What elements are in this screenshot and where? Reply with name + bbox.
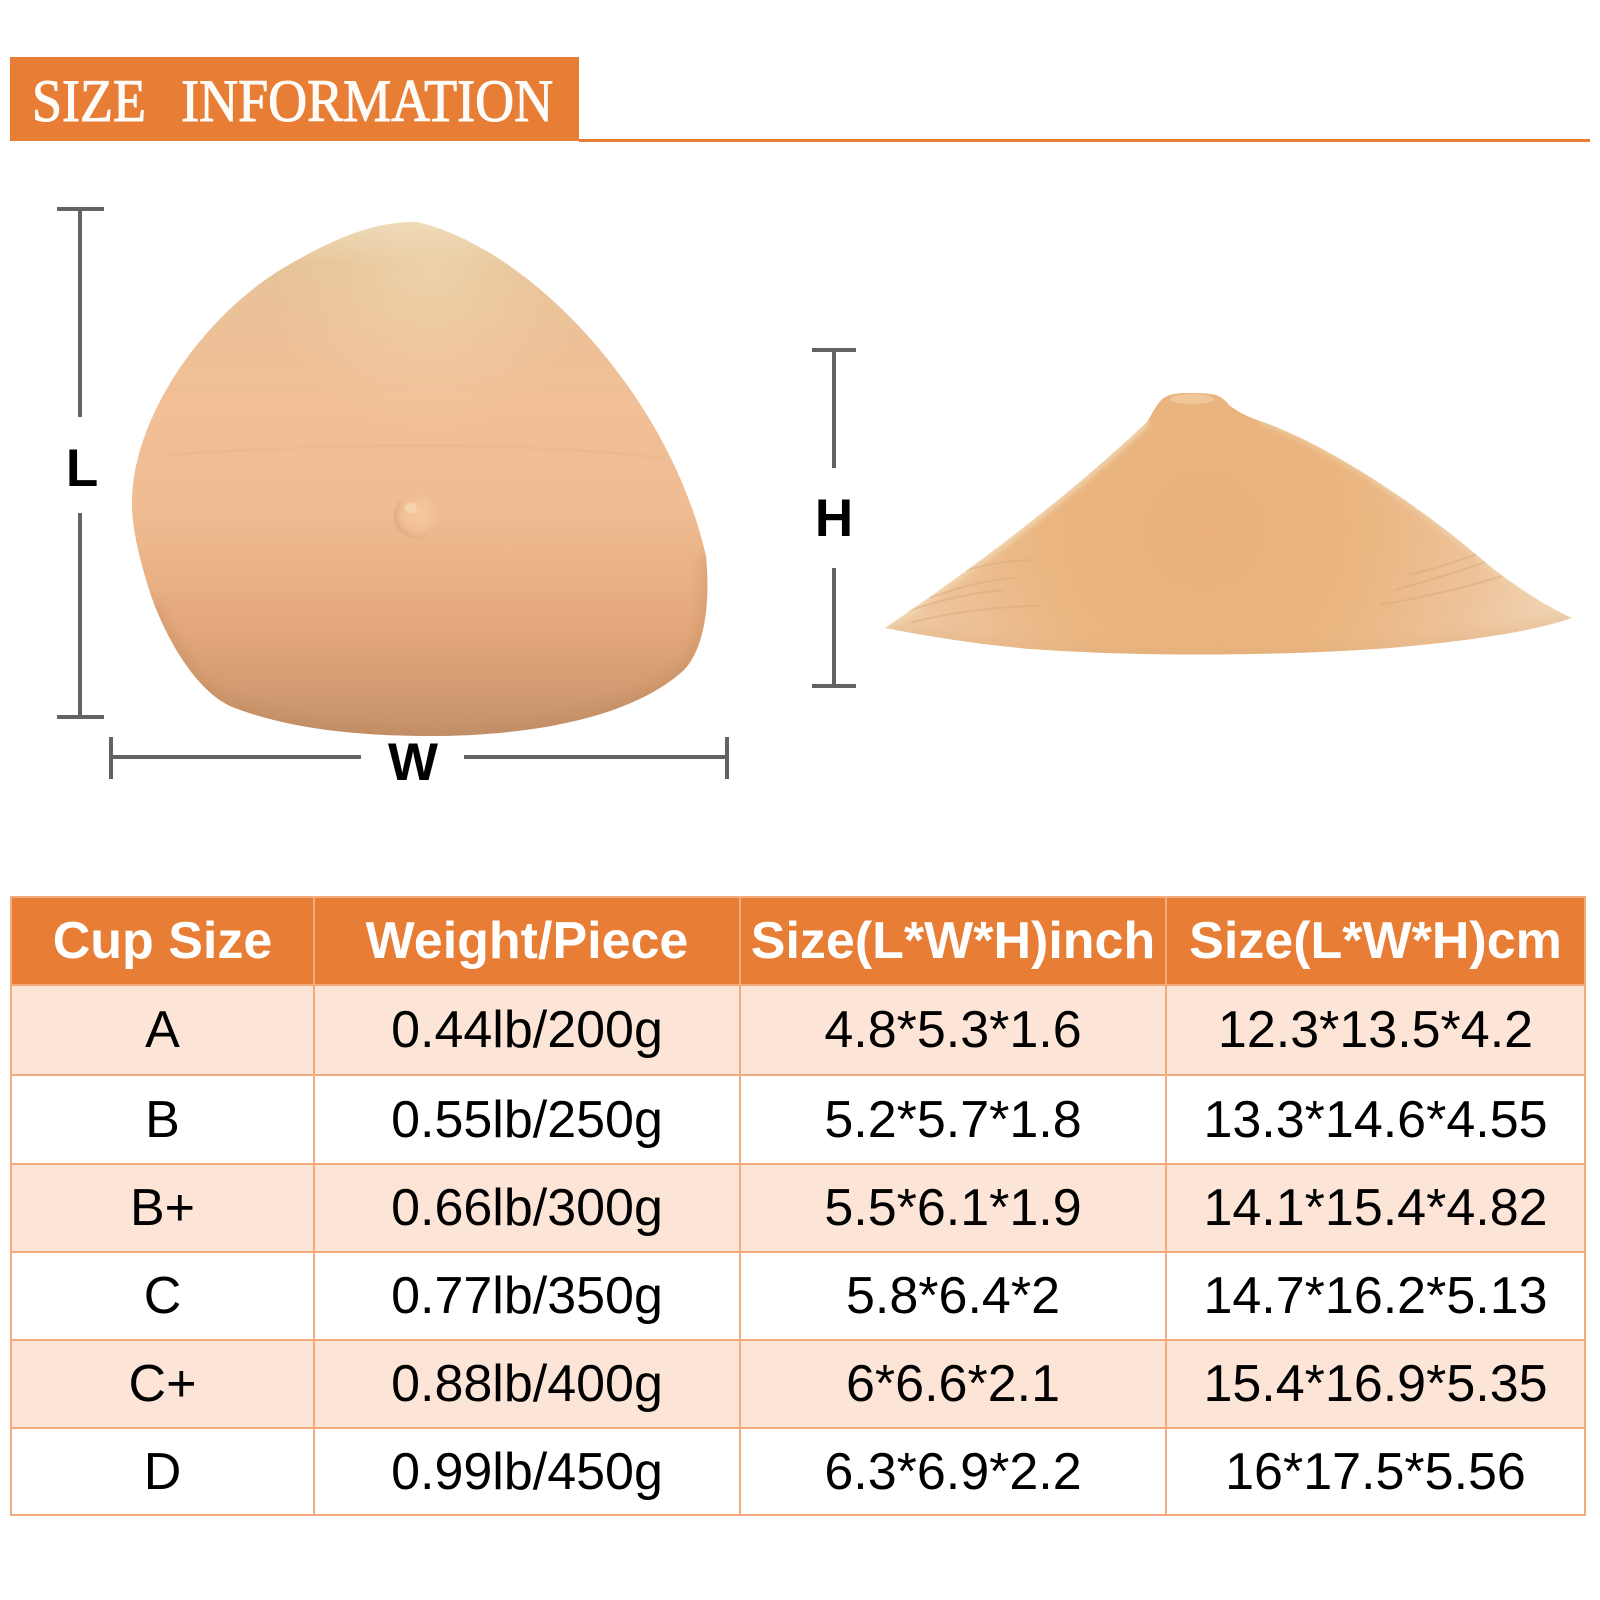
svg-text:H: H <box>815 489 853 548</box>
svg-text:W: W <box>388 733 438 792</box>
svg-text:L: L <box>66 439 98 498</box>
